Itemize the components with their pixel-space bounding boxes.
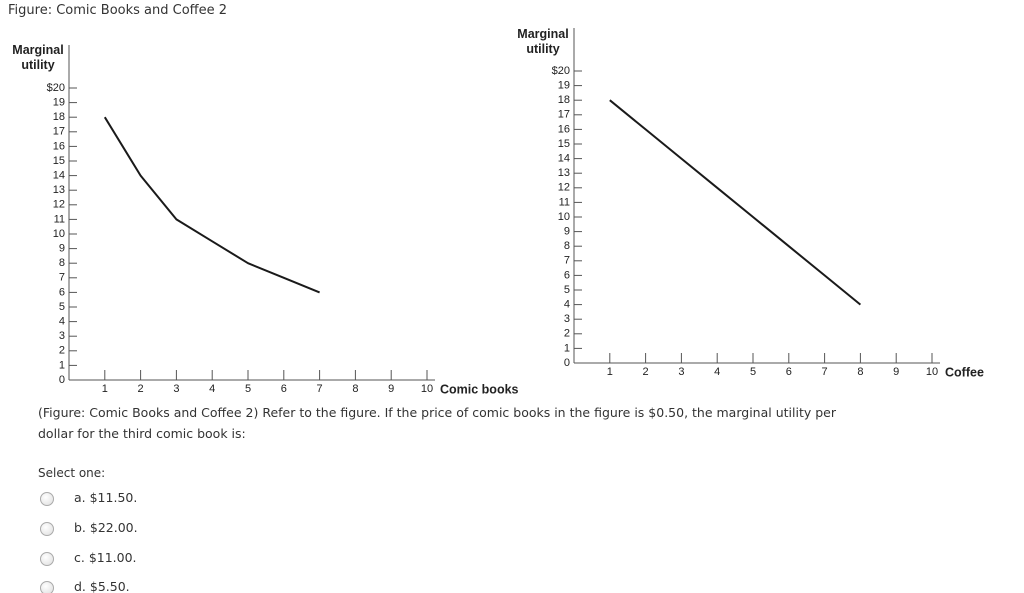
y-tick-label: 15 xyxy=(558,138,570,150)
x-tick-label: 2 xyxy=(643,366,649,378)
radio-button[interactable] xyxy=(40,491,54,506)
x-tick-label: 4 xyxy=(714,366,720,378)
x-tick-label: 3 xyxy=(678,366,684,378)
y-axis-label: Marginal utility xyxy=(12,43,64,72)
y-tick-label: 4 xyxy=(564,299,570,311)
y-tick-label: 0 xyxy=(564,357,570,369)
x-axis-label: Comic books xyxy=(440,382,519,396)
y-tick-label: 17 xyxy=(53,126,65,138)
prompt: Select one: xyxy=(38,466,106,480)
y-tick-label: 16 xyxy=(53,140,65,152)
x-tick-label: 2 xyxy=(138,383,144,395)
y-tick-label: 2 xyxy=(59,345,65,357)
y-tick-label: 6 xyxy=(59,286,65,298)
x-tick-label: 8 xyxy=(352,383,358,395)
data-line xyxy=(609,99,862,306)
figure-title: Figure: Comic Books and Coffee 2 xyxy=(8,3,228,18)
x-tick-label: 8 xyxy=(857,366,863,378)
y-tick-label: 18 xyxy=(558,94,570,106)
y-tick-label: 9 xyxy=(564,226,570,238)
data-line xyxy=(103,116,320,294)
option-label[interactable]: b. $22.00. xyxy=(74,520,138,535)
y-tick-label: 0 xyxy=(59,374,65,386)
radio-button[interactable] xyxy=(40,551,54,566)
question: (Figure: Comic Books and Coffee 2) Refer… xyxy=(38,405,836,441)
option[interactable]: a. $11.50. xyxy=(40,490,137,506)
y-tick-label: 12 xyxy=(558,182,570,194)
option-label[interactable]: a. $11.50. xyxy=(74,490,138,505)
y-tick-label: $20 xyxy=(47,82,65,94)
radio-button[interactable] xyxy=(40,580,54,593)
y-tick-label: 10 xyxy=(53,228,65,240)
y-tick-label: 14 xyxy=(53,170,65,182)
y-tick-label: 12 xyxy=(53,199,65,211)
y-axis-label: Marginal utility xyxy=(517,27,569,56)
y-tick-label: 10 xyxy=(558,211,570,223)
y-tick-label: 7 xyxy=(59,272,65,284)
option[interactable]: c. $11.00. xyxy=(40,550,137,566)
x-tick-label: 9 xyxy=(893,366,899,378)
y-tick-label: 7 xyxy=(564,255,570,267)
y-tick-label: 15 xyxy=(53,155,65,167)
x-tick-label: 5 xyxy=(245,383,251,395)
radio-button[interactable] xyxy=(40,521,54,536)
y-tick-label: 11 xyxy=(559,196,570,208)
x-tick-label: 10 xyxy=(421,383,433,395)
y-tick-label: 2 xyxy=(564,328,570,340)
y-tick-label: 3 xyxy=(59,330,65,342)
option-label[interactable]: d. $5.50. xyxy=(74,579,130,593)
y-tick-label: $20 xyxy=(552,65,570,77)
x-tick-label: 1 xyxy=(102,383,108,395)
option-label[interactable]: c. $11.00. xyxy=(74,550,137,565)
x-tick-label: 10 xyxy=(926,366,938,378)
y-tick-label: 6 xyxy=(564,269,570,281)
x-tick-label: 3 xyxy=(173,383,179,395)
y-tick-label: 9 xyxy=(59,243,65,255)
x-tick-label: 9 xyxy=(388,383,394,395)
y-tick-label: 13 xyxy=(558,167,570,179)
y-tick-label: 8 xyxy=(564,240,570,252)
x-tick-label: 7 xyxy=(822,366,828,378)
option[interactable]: d. $5.50. xyxy=(40,579,130,593)
y-tick-label: 17 xyxy=(558,109,570,121)
y-tick-label: 4 xyxy=(59,316,65,328)
x-tick-label: 7 xyxy=(317,383,323,395)
y-tick-label: 14 xyxy=(558,153,570,165)
y-tick-label: 16 xyxy=(558,123,570,135)
y-tick-label: 3 xyxy=(564,313,570,325)
x-tick-label: 4 xyxy=(209,383,215,395)
y-tick-label: 11 xyxy=(54,213,65,225)
y-tick-label: 18 xyxy=(53,111,65,123)
x-tick-label: 5 xyxy=(750,366,756,378)
x-tick-label: 6 xyxy=(281,383,287,395)
y-tick-label: 8 xyxy=(59,257,65,269)
x-tick-label: 6 xyxy=(786,366,792,378)
y-tick-label: 1 xyxy=(564,342,570,354)
x-axis-label: Coffee xyxy=(945,365,984,379)
x-tick-label: 1 xyxy=(607,366,613,378)
y-tick-label: 19 xyxy=(558,80,570,92)
y-tick-label: 5 xyxy=(59,301,65,313)
option[interactable]: b. $22.00. xyxy=(40,520,138,536)
y-tick-label: 1 xyxy=(59,359,65,371)
y-tick-label: 5 xyxy=(564,284,570,296)
y-tick-label: 13 xyxy=(53,184,65,196)
y-tick-label: 19 xyxy=(53,97,65,109)
